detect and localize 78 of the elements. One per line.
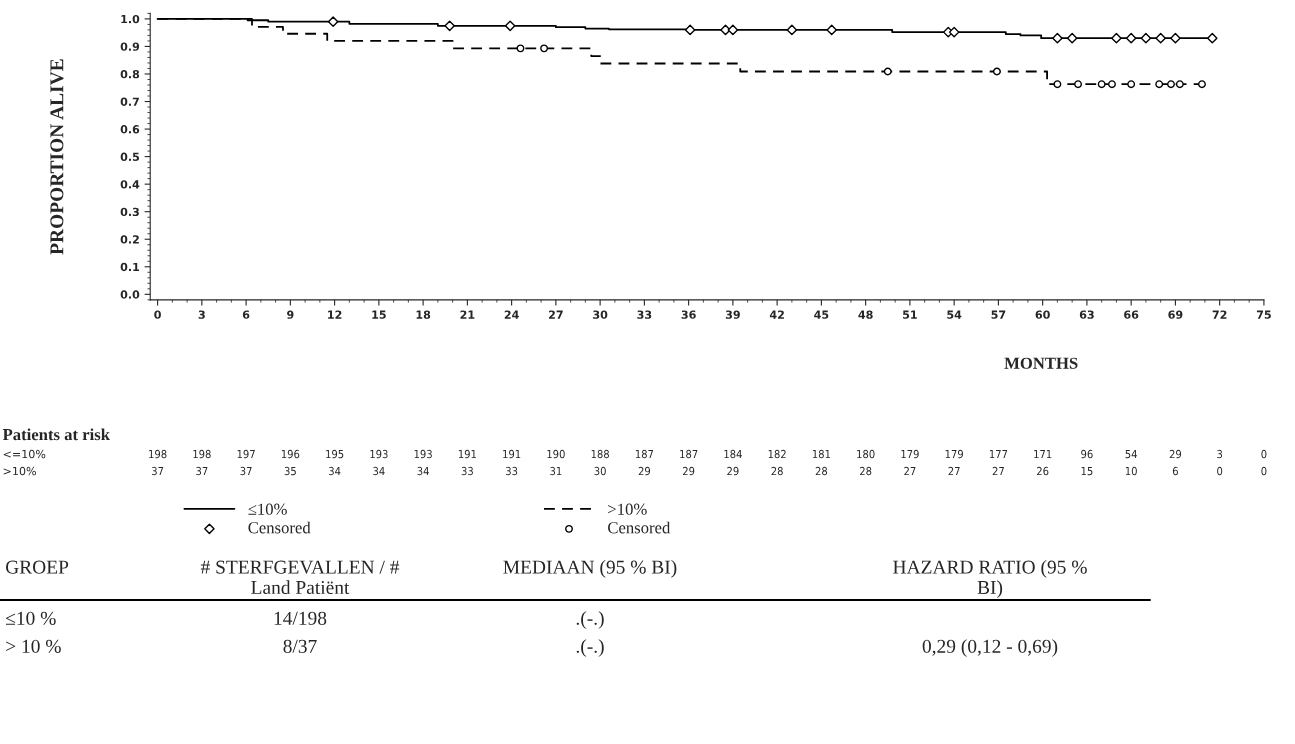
point — [727, 24, 739, 36]
point — [1167, 80, 1175, 89]
x-tick-label: 21 — [460, 310, 475, 319]
x-tick-label: 9 — [287, 310, 294, 319]
x-tick-label: 36 — [681, 310, 696, 319]
point — [1170, 32, 1181, 44]
y-axis-title: PROPORTION ALIVE — [50, 59, 64, 255]
x-tick-label: 72 — [1212, 310, 1227, 319]
point — [1198, 80, 1206, 89]
text: Patients at risk — [2, 428, 110, 441]
y-tick-label: 0.0 — [120, 290, 140, 299]
x-tick-label: 66 — [1124, 310, 1139, 319]
x-tick-label: 69 — [1168, 310, 1183, 319]
x-axis-title: MONTHS — [1004, 357, 1078, 369]
point — [1074, 80, 1083, 89]
x-tick-label: 60 — [1035, 310, 1050, 319]
point — [826, 24, 838, 36]
y-tick-label: 0.4 — [120, 180, 140, 189]
x-tick-label: 3 — [198, 310, 205, 319]
point — [444, 20, 455, 32]
y-tick-label: 0.3 — [120, 207, 139, 217]
text: > 10 % 8/37 .(-.) 0,29 (0,12 - 0,69) — [6, 639, 1058, 657]
point — [1066, 32, 1078, 44]
y-tick-label: 0.1 — [120, 262, 140, 272]
point — [327, 16, 339, 27]
point — [1206, 32, 1218, 44]
x-tick-label: 42 — [769, 310, 784, 319]
point — [883, 67, 892, 76]
point — [1111, 32, 1122, 44]
text: <=10% 198 198 197 196 195 193 193 191 191 190 188 187 187 184 182 181 180 179 179 177 171 96 54 29 3 0 — [3, 449, 1267, 459]
x-tick-label: 24 — [504, 310, 519, 319]
point — [1125, 32, 1137, 44]
point — [540, 44, 549, 53]
point — [786, 24, 798, 36]
point — [1053, 80, 1062, 89]
y-tick-label: 0.6 — [120, 125, 140, 134]
text: ≤10 % 14/198 .(-.) — [5, 611, 604, 629]
legend-label: >10% — [608, 503, 647, 515]
x-tick-label: 30 — [593, 310, 608, 319]
x-tick-label: 12 — [328, 310, 342, 319]
text: >10% 37 37 37 35 34 34 34 33 33 31 30 29 29 29 28 28 28 27 27 27 26 15 10 6 0 0 — [3, 466, 1267, 476]
x-tick-label: 63 — [1079, 310, 1094, 319]
point — [1175, 80, 1184, 89]
x-tick-label: 45 — [814, 310, 829, 319]
x-tick-label: 6 — [242, 310, 250, 319]
x-tick-label: 75 — [1256, 310, 1271, 319]
point — [504, 20, 516, 32]
x-tick-label: 27 — [549, 310, 563, 319]
x-tick-label: 54 — [947, 310, 962, 319]
y-tick-label: 0.8 — [120, 69, 140, 79]
point — [684, 24, 696, 36]
y-tick-label: 0.5 — [120, 152, 140, 161]
point — [1155, 32, 1166, 44]
legend-label: ≤10% — [248, 503, 287, 515]
point — [1108, 80, 1116, 89]
x-tick-label: 0 — [154, 310, 161, 319]
x-tick-label: 15 — [372, 310, 386, 319]
x-tick-label: 39 — [725, 310, 740, 319]
y-tick-label: 0.7 — [120, 97, 139, 106]
x-tick-label: 18 — [416, 310, 431, 319]
y-tick-label: 1.0 — [121, 14, 140, 24]
point — [1155, 80, 1164, 89]
point — [1097, 80, 1106, 89]
point — [948, 26, 960, 38]
x-tick-label: 57 — [991, 310, 1006, 319]
point — [992, 67, 1001, 76]
y-tick-label: 0.9 — [120, 42, 140, 51]
y-tick-label: 0.2 — [120, 235, 139, 244]
text: GROEP # STERFGEVALLEN / # Land Patiënt MEDIAAN (95 % BI) HAZARD RATIO (95 % BI) — [5, 560, 1087, 598]
legend-label: Censored — [608, 521, 671, 534]
point — [1052, 32, 1063, 44]
x-tick-label: 51 — [903, 310, 917, 319]
point — [516, 44, 525, 53]
x-tick-label: 33 — [637, 310, 652, 319]
legend-label: Censored — [248, 521, 311, 534]
point — [1127, 80, 1136, 89]
x-tick-label: 48 — [858, 310, 873, 319]
point — [1140, 32, 1152, 44]
